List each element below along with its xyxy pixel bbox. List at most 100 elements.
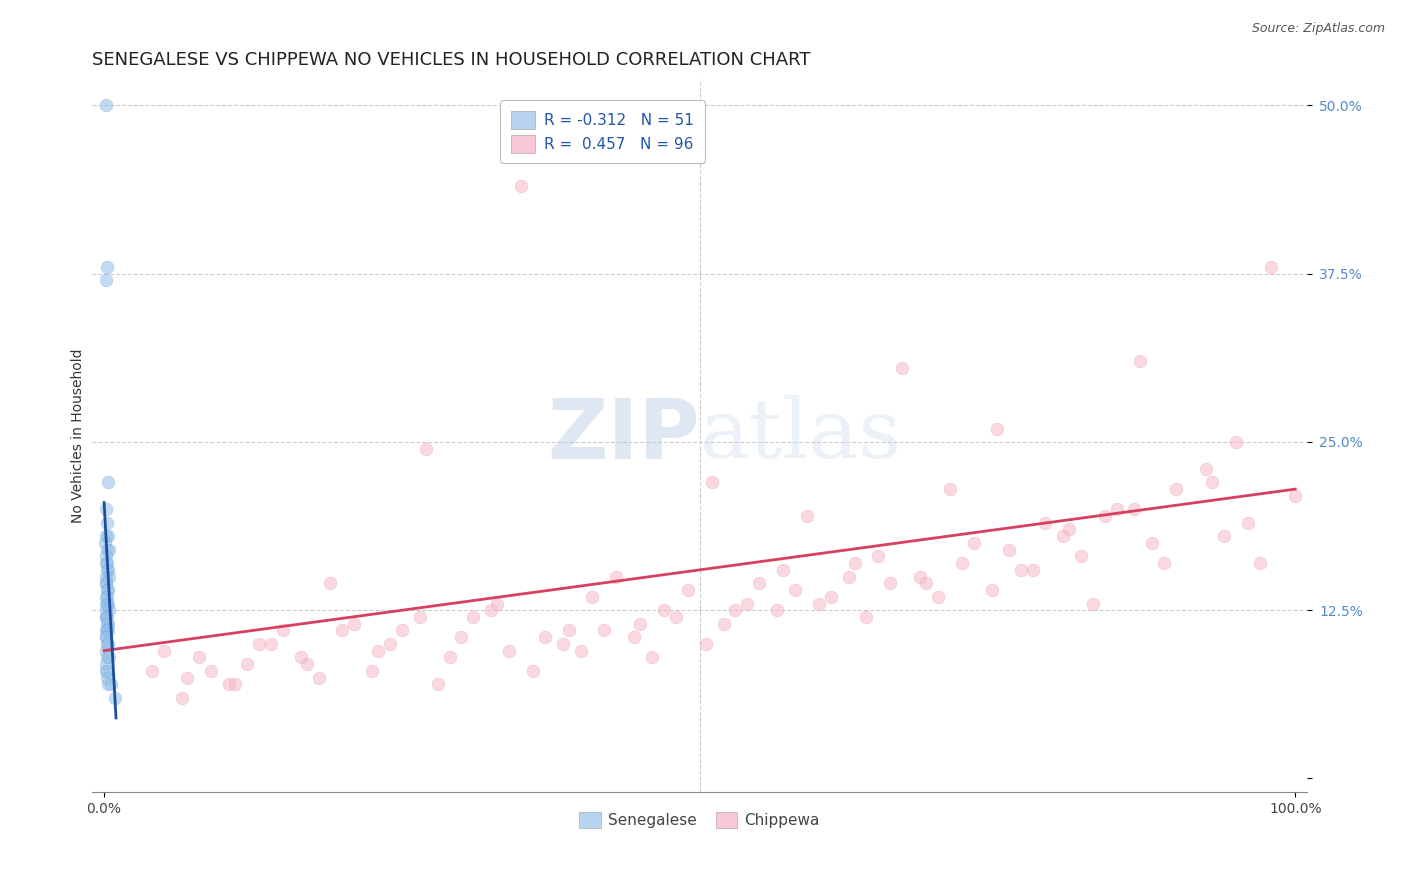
Point <box>855 610 877 624</box>
Point <box>94 624 117 638</box>
Point <box>97 597 120 611</box>
Point <box>676 582 699 597</box>
Point <box>96 664 118 678</box>
Point <box>96 582 118 597</box>
Point <box>97 624 120 638</box>
Point <box>1129 354 1152 368</box>
Point <box>247 637 270 651</box>
Point <box>378 637 401 651</box>
Point <box>551 637 574 651</box>
Point <box>1195 462 1218 476</box>
Point <box>844 556 866 570</box>
Point <box>748 576 770 591</box>
Point <box>200 664 222 678</box>
Point <box>796 509 818 524</box>
Text: Source: ZipAtlas.com: Source: ZipAtlas.com <box>1251 22 1385 36</box>
Point <box>1033 516 1056 530</box>
Point <box>1284 489 1306 503</box>
Point <box>1236 516 1258 530</box>
Point <box>97 542 120 557</box>
Point <box>96 516 118 530</box>
Point <box>534 630 557 644</box>
Point <box>94 597 117 611</box>
Point <box>152 643 174 657</box>
Point <box>97 563 120 577</box>
Point <box>700 475 723 490</box>
Point <box>939 482 962 496</box>
Point <box>652 603 675 617</box>
Point <box>96 671 118 685</box>
Point <box>450 630 472 644</box>
Point <box>891 361 914 376</box>
Point <box>522 664 544 678</box>
Point <box>623 630 645 644</box>
Point <box>367 643 389 657</box>
Point <box>1081 597 1104 611</box>
Point <box>463 610 485 624</box>
Point <box>104 690 127 705</box>
Point <box>766 603 789 617</box>
Point <box>94 569 117 583</box>
Point <box>1153 556 1175 570</box>
Point <box>1142 536 1164 550</box>
Point <box>950 556 973 570</box>
Point <box>96 590 118 604</box>
Point <box>96 597 118 611</box>
Point <box>94 98 117 112</box>
Point <box>96 556 118 570</box>
Point <box>97 650 120 665</box>
Point <box>96 616 118 631</box>
Point <box>330 624 353 638</box>
Legend: Senegalese, Chippewa: Senegalese, Chippewa <box>574 806 827 834</box>
Point <box>569 643 592 657</box>
Point <box>308 671 330 685</box>
Point <box>713 616 735 631</box>
Point <box>271 624 294 638</box>
Point <box>100 677 122 691</box>
Point <box>97 603 120 617</box>
Point <box>96 637 118 651</box>
Point <box>628 616 651 631</box>
Point <box>1201 475 1223 490</box>
Point <box>1225 435 1247 450</box>
Point <box>94 664 117 678</box>
Point <box>176 671 198 685</box>
Point <box>96 260 118 274</box>
Point <box>96 610 118 624</box>
Point <box>96 556 118 570</box>
Point <box>1094 509 1116 524</box>
Point <box>879 576 901 591</box>
Point <box>96 542 118 557</box>
Point <box>295 657 318 671</box>
Point <box>963 536 986 550</box>
Point <box>581 590 603 604</box>
Point <box>96 650 118 665</box>
Point <box>94 610 117 624</box>
Point <box>97 677 120 691</box>
Text: ZIP: ZIP <box>547 395 700 475</box>
Point <box>479 603 502 617</box>
Point <box>236 657 259 671</box>
Point <box>391 624 413 638</box>
Point <box>557 624 579 638</box>
Text: SENEGALESE VS CHIPPEWA NO VEHICLES IN HOUSEHOLD CORRELATION CHART: SENEGALESE VS CHIPPEWA NO VEHICLES IN HO… <box>93 51 811 69</box>
Point <box>94 630 117 644</box>
Point <box>1105 502 1128 516</box>
Point <box>96 273 118 287</box>
Point <box>915 576 938 591</box>
Point <box>807 597 830 611</box>
Point <box>605 569 627 583</box>
Point <box>1022 563 1045 577</box>
Point <box>97 475 120 490</box>
Point <box>1212 529 1234 543</box>
Point <box>96 630 118 644</box>
Point <box>96 590 118 604</box>
Point <box>319 576 342 591</box>
Point <box>224 677 246 691</box>
Point <box>724 603 747 617</box>
Point <box>96 529 118 543</box>
Point <box>94 576 117 591</box>
Point <box>97 569 120 583</box>
Point <box>96 603 118 617</box>
Point <box>426 677 449 691</box>
